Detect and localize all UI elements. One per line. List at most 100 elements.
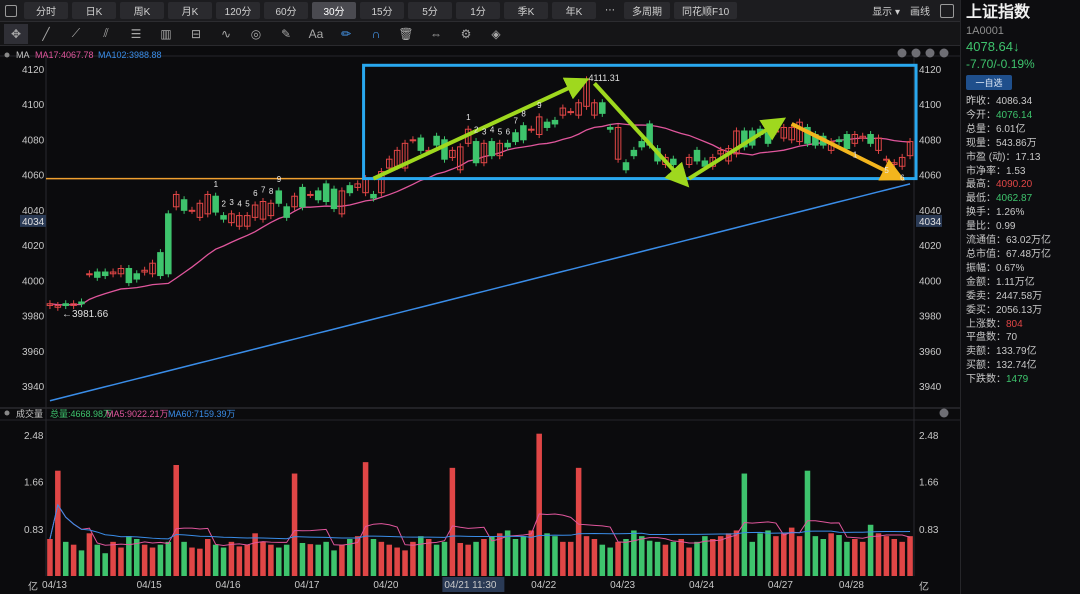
candle-body bbox=[314, 190, 322, 201]
crosshair-icon[interactable]: ✥ bbox=[4, 23, 28, 44]
candle-body bbox=[299, 186, 306, 208]
text-tool-icon[interactable]: Aa bbox=[308, 26, 324, 41]
candle-body bbox=[228, 213, 235, 224]
candle-body bbox=[46, 303, 54, 307]
volume-bar bbox=[591, 539, 598, 576]
stat-value: 1479 bbox=[1006, 374, 1029, 386]
volume-legend: MA5:9022.21万 bbox=[106, 409, 169, 419]
zoom-in-icon bbox=[911, 48, 921, 58]
period-tab-3[interactable]: 月K bbox=[168, 2, 212, 19]
volume-bar bbox=[781, 533, 787, 576]
volume-bar bbox=[244, 544, 250, 576]
period-tab-12[interactable]: ⋯ bbox=[605, 5, 615, 16]
candle-body bbox=[149, 262, 156, 275]
move-icon[interactable]: ⇔ bbox=[430, 26, 442, 41]
volume-bar bbox=[386, 544, 393, 576]
period-tab-9[interactable]: 1分 bbox=[456, 2, 500, 19]
line-tool-icon[interactable]: ╱ bbox=[42, 26, 50, 41]
x-tick-label: 04/27 bbox=[768, 580, 793, 591]
volume-bar bbox=[504, 530, 511, 576]
candle-body bbox=[346, 185, 354, 194]
candle-body bbox=[251, 204, 259, 218]
volume-bar bbox=[907, 536, 913, 576]
candle-body bbox=[236, 215, 243, 227]
period-tab-4[interactable]: 120分 bbox=[216, 2, 260, 19]
volume-bar bbox=[149, 547, 156, 576]
volume-settings-icon bbox=[939, 408, 949, 418]
x-tick-label: 04/13 bbox=[42, 580, 67, 591]
volume-bar bbox=[141, 544, 148, 576]
volume-bar bbox=[812, 536, 819, 576]
chart-area[interactable]: MA MA17:4067.78 MA102:3988.88 3940 3940 3960 3… bbox=[0, 46, 960, 594]
volume-bar bbox=[702, 536, 708, 576]
price-range-icon[interactable]: ⊟ bbox=[190, 26, 202, 41]
window-toggle-icon[interactable] bbox=[0, 0, 22, 22]
magnet-icon[interactable]: ∩ bbox=[371, 26, 381, 41]
wave-tool-icon[interactable]: ∿ bbox=[220, 26, 232, 41]
candle-body bbox=[212, 195, 219, 213]
display-menu-button[interactable]: 显示 ▾ bbox=[872, 7, 900, 18]
stat-value: 1.11万亿 bbox=[996, 276, 1035, 288]
period-tab-10[interactable]: 季K bbox=[504, 2, 548, 19]
period-tab-5[interactable]: 60分 bbox=[264, 2, 308, 19]
stat-row: 今开： 4076.14 bbox=[966, 109, 1075, 123]
volume-bar bbox=[631, 530, 637, 576]
candle-body bbox=[835, 139, 843, 143]
stat-value: 1.26% bbox=[996, 207, 1025, 219]
high-annotation: 4111.31 bbox=[589, 73, 620, 83]
stat-value: 4062.87 bbox=[996, 193, 1033, 205]
period-tab-14[interactable]: 同花顺F10 bbox=[674, 2, 738, 19]
volume-bar bbox=[94, 544, 101, 576]
period-tab-7[interactable]: 15分 bbox=[360, 2, 404, 19]
brush-tool-icon[interactable]: ✎ bbox=[280, 26, 292, 41]
candle-body bbox=[457, 146, 464, 171]
channel-tool-icon[interactable]: ⫽ bbox=[103, 26, 109, 40]
circle-tool-icon[interactable]: ◎ bbox=[250, 26, 262, 41]
volume-bar bbox=[331, 550, 337, 576]
volume-bar bbox=[623, 539, 629, 576]
draw-line-button[interactable]: 画线 bbox=[910, 7, 930, 18]
price-change: -7.70/-0.19% bbox=[966, 57, 1035, 71]
volume-bar bbox=[276, 547, 282, 576]
layers-icon[interactable]: ◈ bbox=[491, 26, 501, 41]
stat-value: 67.48万亿 bbox=[1006, 248, 1052, 260]
trash-icon[interactable]: 🗑 bbox=[398, 26, 414, 41]
period-tab-6[interactable]: 30分 bbox=[312, 2, 356, 19]
ray-tool-icon[interactable]: ⟋ bbox=[71, 26, 81, 40]
candle-body bbox=[243, 215, 251, 227]
volume-bar bbox=[260, 541, 266, 576]
stat-label: 卖额： bbox=[966, 346, 996, 358]
period-tab-11[interactable]: 年K bbox=[552, 2, 596, 19]
bars-tool-icon[interactable]: ▥ bbox=[160, 26, 172, 41]
add-watchlist-button[interactable]: 一自选 bbox=[966, 75, 1012, 90]
pen-tool-icon[interactable]: ✏ bbox=[340, 26, 352, 41]
settings-icon[interactable]: ⚙ bbox=[460, 26, 472, 41]
period-tab-8[interactable]: 5分 bbox=[408, 2, 452, 19]
stat-value: 63.02万亿 bbox=[1006, 235, 1052, 247]
stat-value: 70 bbox=[1006, 332, 1018, 344]
volume-bar bbox=[55, 470, 61, 576]
candle-body bbox=[670, 158, 677, 165]
window-toggle-right-icon[interactable] bbox=[940, 3, 954, 18]
y-tick-label-left: 3960 bbox=[22, 347, 45, 358]
candle-body bbox=[196, 202, 204, 218]
kline-chart-svg[interactable]: MA MA17:4067.78 MA102:3988.88 3940 3940 3960 3… bbox=[0, 46, 960, 594]
volume-bar bbox=[181, 541, 187, 576]
volume-bar bbox=[86, 533, 93, 576]
stat-row: 总市值： 67.48万亿 bbox=[966, 248, 1075, 262]
volume-bar bbox=[441, 541, 448, 576]
volume-bar bbox=[78, 550, 85, 576]
y-tick-label-right: 4080 bbox=[919, 135, 942, 146]
fib-tool-icon[interactable]: ☰ bbox=[130, 26, 142, 41]
stat-value: 0.99 bbox=[996, 221, 1016, 233]
period-tab-2[interactable]: 周K bbox=[120, 2, 164, 19]
stat-label: 市净率： bbox=[966, 165, 1006, 177]
candle-body bbox=[54, 305, 62, 308]
candle-body bbox=[441, 139, 448, 160]
volume-bar bbox=[757, 533, 763, 576]
x-tick-label: 04/24 bbox=[689, 580, 714, 591]
period-tab-13[interactable]: 多周期 bbox=[624, 2, 670, 19]
period-tab-0[interactable]: 分时 bbox=[24, 2, 68, 19]
candle-body bbox=[141, 269, 148, 273]
period-tab-1[interactable]: 日K bbox=[72, 2, 116, 19]
